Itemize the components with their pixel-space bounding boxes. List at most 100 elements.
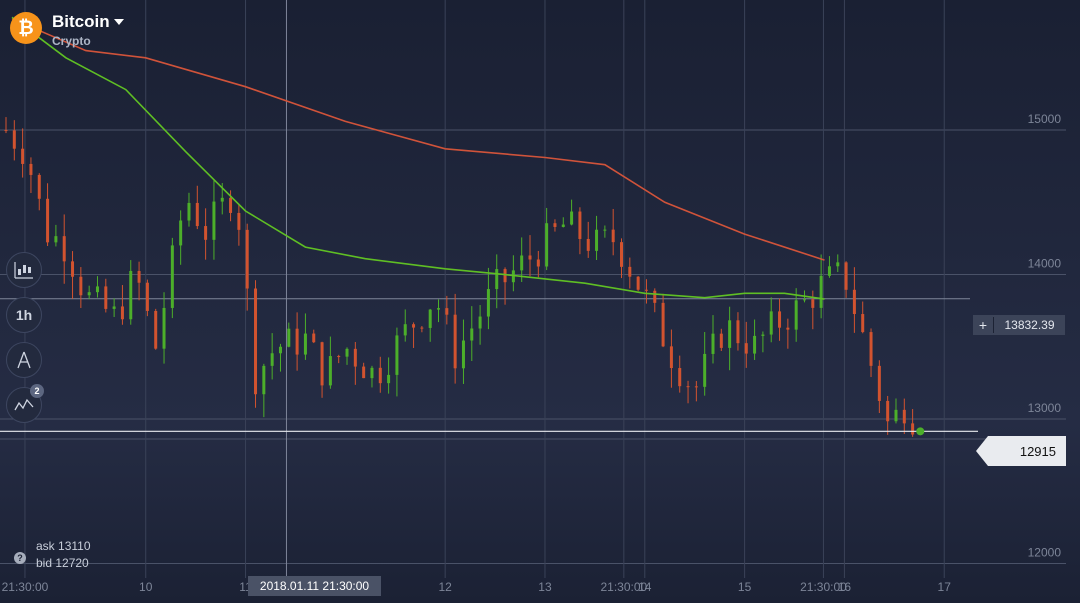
y-axis-label: 14000: [1028, 257, 1062, 271]
candle-down: [120, 306, 124, 320]
candle-up: [370, 367, 374, 379]
candle-down: [669, 346, 673, 369]
x-axis-label: 10: [139, 580, 153, 594]
candle-up: [769, 311, 773, 335]
candle-down: [536, 259, 540, 267]
candle-up: [428, 309, 432, 328]
candle-up: [703, 353, 707, 387]
candle-down: [686, 386, 690, 388]
candle-up: [478, 316, 482, 329]
candle-down: [744, 343, 748, 354]
candle-up: [761, 334, 765, 336]
candle-up: [461, 340, 465, 369]
candle-up: [220, 197, 224, 202]
x-axis-label: 15: [738, 580, 752, 594]
candle-up: [129, 270, 133, 320]
candle-down: [586, 238, 590, 251]
ask-row: ask 13110: [36, 538, 91, 555]
indicators-button[interactable]: 2: [6, 384, 44, 423]
candle-up: [54, 236, 58, 243]
candle-up: [827, 266, 831, 276]
candle-down: [137, 270, 141, 283]
candle-up: [570, 211, 574, 225]
candle-down: [420, 327, 424, 329]
candle-down: [204, 226, 208, 240]
candle-up: [545, 223, 549, 267]
asset-header: ₿ Bitcoin Crypto: [10, 12, 124, 48]
x-axis-label: 12: [438, 580, 452, 594]
x-axis-label: 21:30:00: [600, 580, 647, 594]
candle-down: [445, 308, 449, 315]
timeframe-button[interactable]: 1h: [6, 297, 42, 333]
candle-down: [4, 130, 8, 132]
candle-up: [395, 335, 399, 375]
candle-down: [245, 229, 249, 289]
candle-up: [87, 292, 91, 296]
asset-selector[interactable]: Bitcoin: [52, 12, 124, 32]
candle-up: [836, 262, 840, 267]
candle-down: [237, 212, 241, 230]
candle-up: [894, 409, 898, 422]
candle-up: [179, 220, 183, 246]
candle-down: [46, 198, 50, 243]
x-axis-label: 13: [538, 580, 552, 594]
candle-down: [503, 269, 507, 283]
x-axis-label: 14: [638, 580, 652, 594]
candle-up: [437, 308, 441, 310]
add-alert-button[interactable]: +: [973, 317, 994, 333]
candle-down: [644, 289, 648, 291]
candle-down: [71, 261, 75, 277]
candle-down: [320, 342, 324, 386]
candle-down: [844, 262, 848, 290]
candle-down: [254, 288, 258, 395]
chevron-down-icon: [113, 19, 124, 25]
moving-average-slow-line: [11, 18, 825, 261]
candle-up: [187, 202, 191, 221]
candle-down: [29, 163, 33, 175]
candle-down: [553, 223, 557, 227]
candle-up: [345, 348, 349, 357]
candle-up: [794, 300, 798, 330]
candle-down: [811, 299, 815, 308]
candle-down: [229, 197, 233, 213]
candle-down: [786, 327, 790, 330]
candle-down: [719, 333, 723, 348]
help-icon[interactable]: ?: [14, 552, 26, 564]
candle-down: [628, 266, 632, 277]
bid-row: bid 12720: [36, 555, 91, 572]
candle-down: [886, 400, 890, 422]
candle-down: [636, 276, 640, 290]
drawing-tools-button[interactable]: [6, 342, 42, 378]
candle-down: [620, 242, 624, 267]
candle-down: [295, 328, 299, 355]
current-price-dot: [916, 427, 925, 436]
y-axis-label: 15000: [1028, 112, 1062, 126]
indicators-count-badge: 2: [30, 384, 44, 398]
candle-up: [753, 335, 757, 354]
candle-down: [362, 366, 366, 379]
ask-value: 13110: [58, 539, 91, 553]
x-axis-label: 17: [938, 580, 952, 594]
candle-down: [869, 332, 873, 366]
asset-name: Bitcoin: [52, 12, 110, 31]
candle-down: [62, 236, 66, 262]
candle-up: [328, 356, 332, 386]
candle-up: [270, 353, 274, 366]
candle-down: [611, 229, 615, 243]
candle-up: [495, 269, 499, 290]
indicators-icon: [14, 398, 34, 411]
candlestick-chart-icon: [14, 262, 33, 279]
crosshair-price: 13832.39: [1004, 318, 1055, 332]
chart-type-button[interactable]: [6, 252, 42, 288]
candle-up: [486, 289, 490, 317]
crosshair-time-tag: 2018.01.11 21:30:00: [248, 576, 381, 596]
candle-up: [303, 333, 307, 355]
candle-up: [162, 307, 166, 349]
candle-up: [520, 255, 524, 271]
candle-up: [595, 229, 599, 251]
candle-down: [21, 148, 25, 164]
candle-down: [678, 368, 682, 387]
current-price-tag: 12915: [976, 436, 1066, 466]
